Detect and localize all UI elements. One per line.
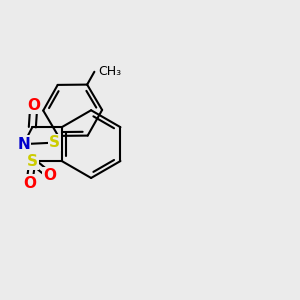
Text: S: S bbox=[27, 154, 38, 169]
Text: N: N bbox=[17, 136, 30, 152]
Text: O: O bbox=[27, 98, 40, 112]
Text: S: S bbox=[49, 135, 60, 150]
Text: CH₃: CH₃ bbox=[98, 65, 121, 78]
Text: O: O bbox=[44, 168, 56, 183]
Text: O: O bbox=[23, 176, 36, 190]
